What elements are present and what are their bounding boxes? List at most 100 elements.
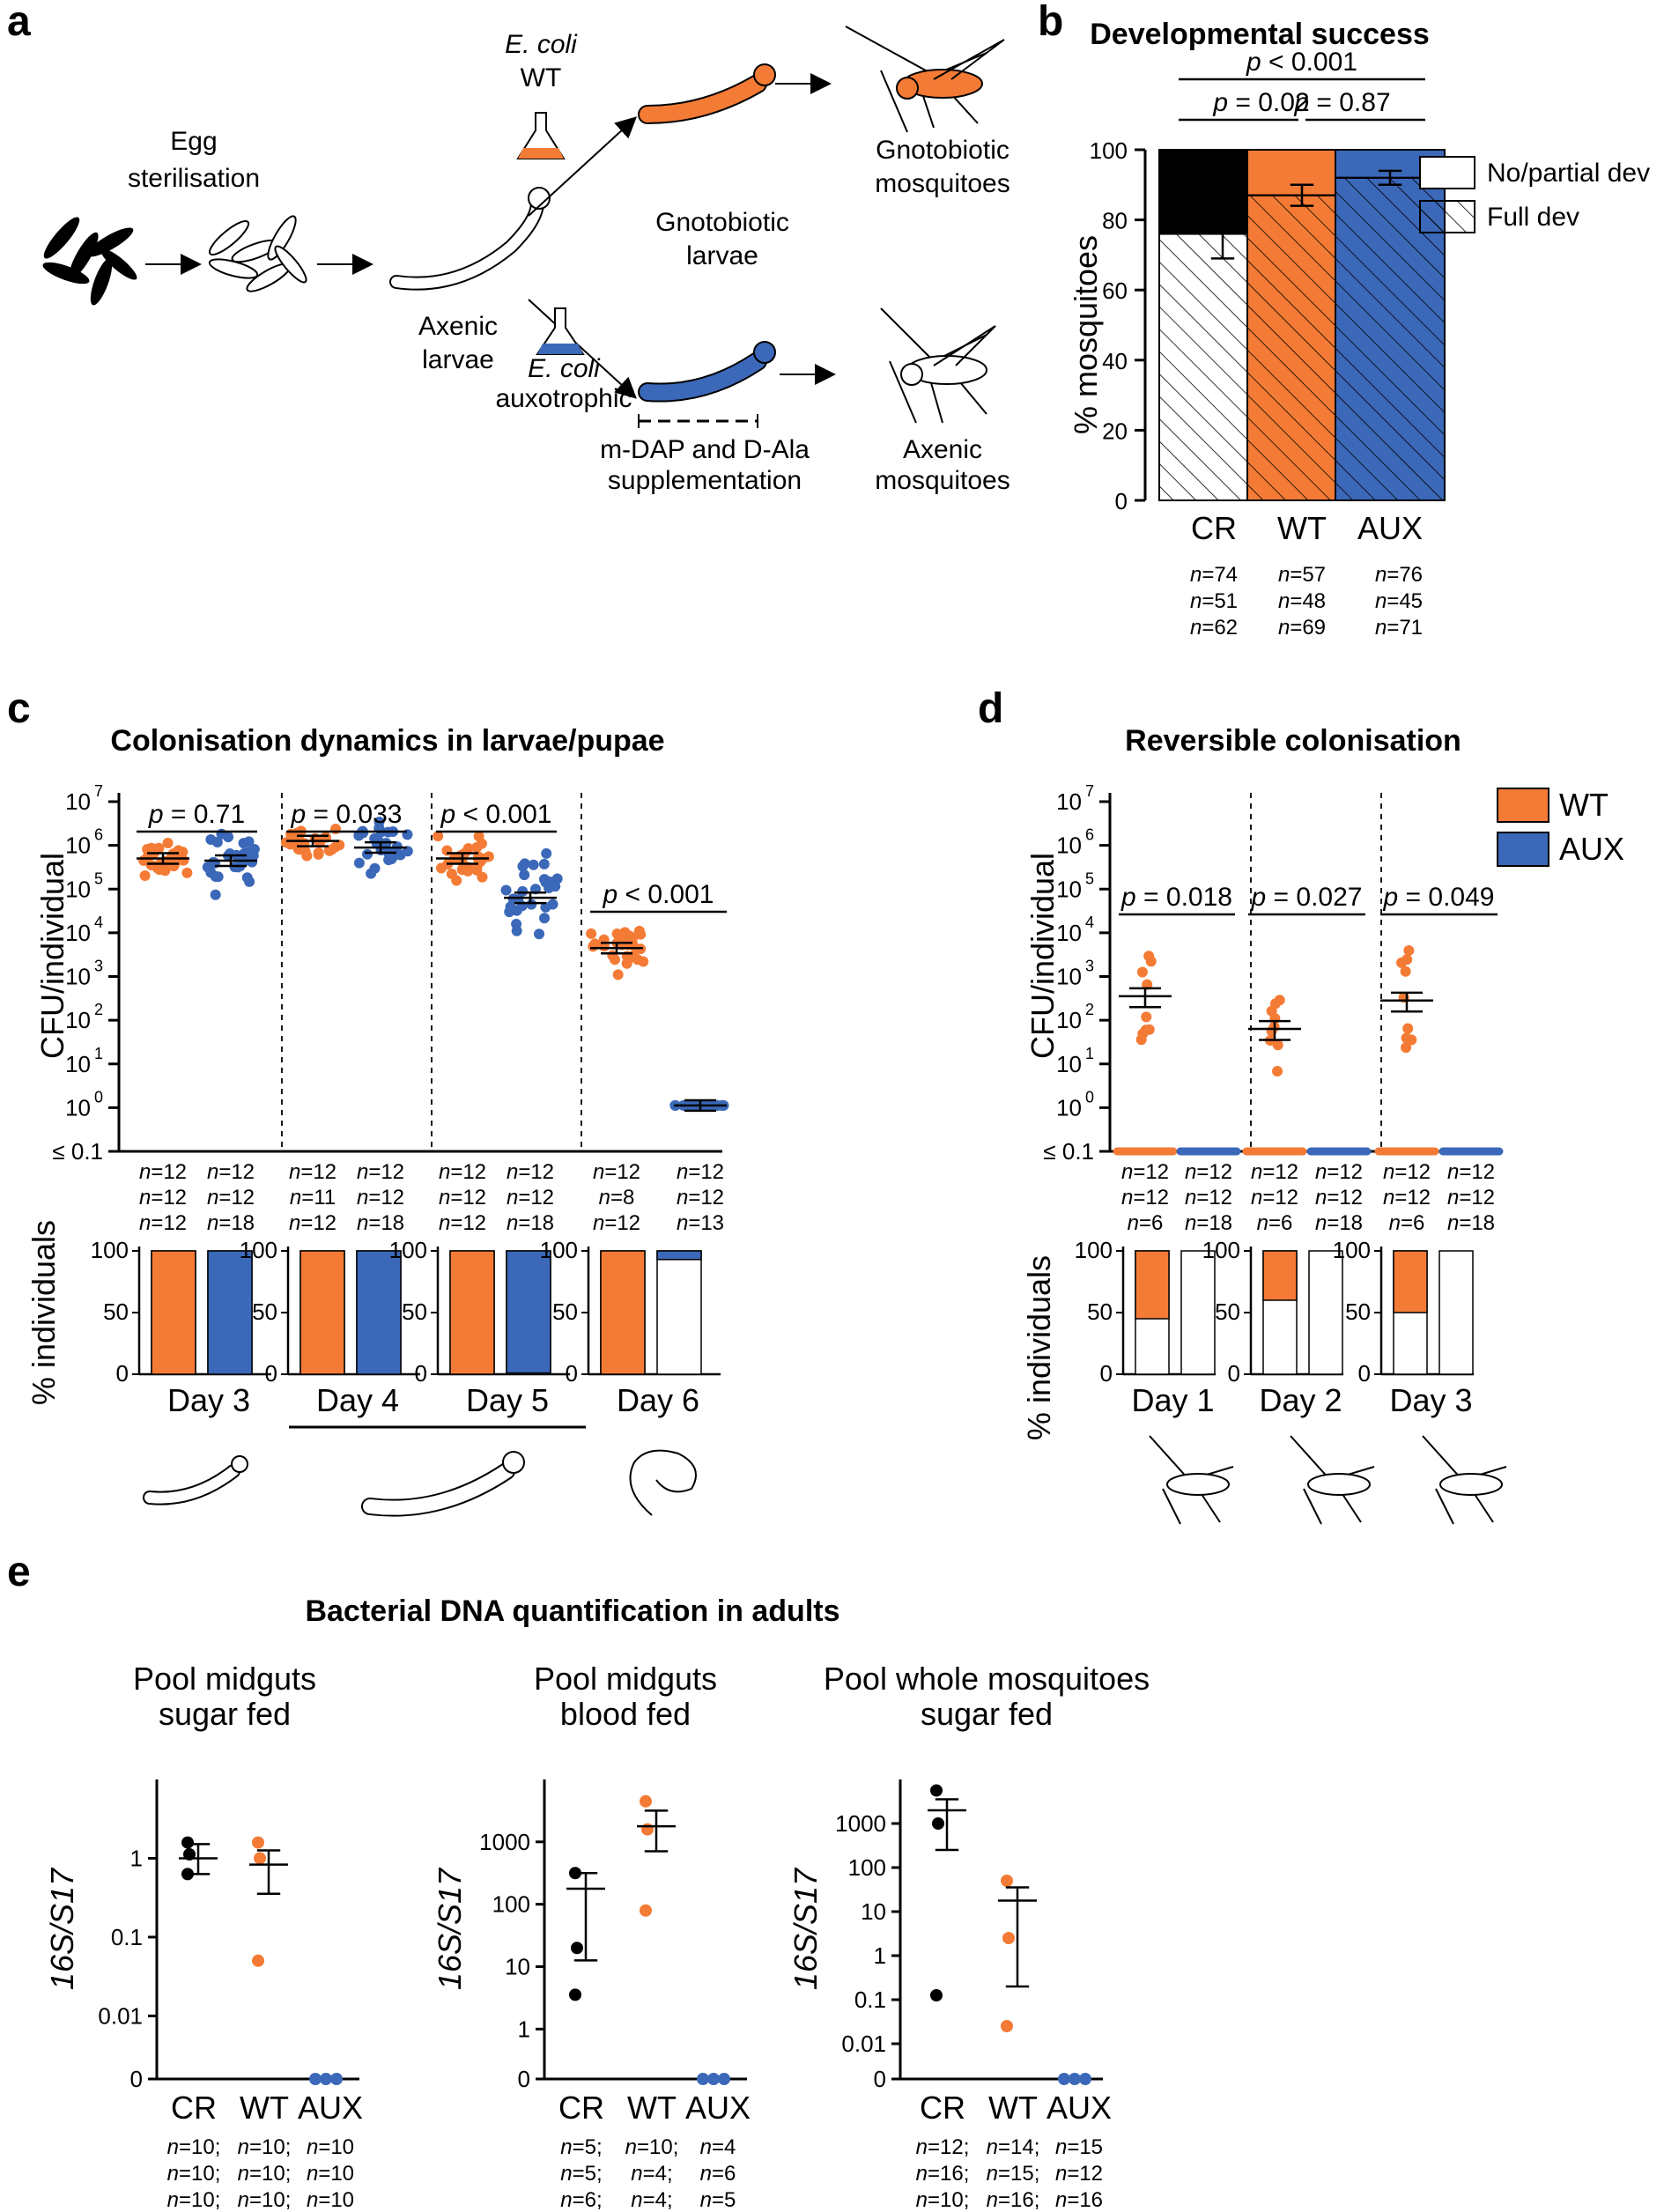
legend-swatch-full-dev xyxy=(1419,200,1475,233)
d-point-wt xyxy=(1403,944,1415,956)
d-ytick-label: 10 xyxy=(1056,920,1082,946)
c-point-wt xyxy=(628,950,640,961)
small-larva-illustration xyxy=(143,1455,248,1505)
d-n-label: n=12 xyxy=(1251,1186,1298,1210)
c-point-wt xyxy=(586,928,597,939)
panel-e-point-aux xyxy=(309,2073,322,2085)
d-ytick-exponent: 6 xyxy=(1085,826,1094,844)
c-n-label: n=18 xyxy=(207,1211,255,1235)
panel-e-n-label: n=14; xyxy=(987,2135,1040,2159)
panel-e-x-label-aux: AUX xyxy=(685,2090,751,2126)
c-n-label: n=12 xyxy=(207,1160,255,1184)
panel-e-n-label: n=6; xyxy=(560,2188,602,2212)
panel-e-n-label: n=10 xyxy=(307,2162,354,2186)
panel-e-n-label: n=4; xyxy=(631,2162,672,2186)
c-point-aux xyxy=(540,901,551,913)
d-n-label: n=12 xyxy=(1447,1160,1495,1184)
c-pct-tick-label: 100 xyxy=(389,1237,427,1263)
panel-e-n-label: n=10; xyxy=(167,2162,221,2186)
gnotobiotic-mosquitoes-label-1: Gnotobiotic xyxy=(876,136,1009,165)
d-pct-bar-uncolonised-aux xyxy=(1180,1250,1216,1375)
panel-b-title: Developmental success xyxy=(1090,18,1430,51)
axenic-mosquito-illustration xyxy=(880,307,996,424)
c-point-wt xyxy=(588,941,599,952)
panel-e-n-label: n=16; xyxy=(987,2188,1040,2212)
c-n-label: n=12 xyxy=(593,1211,640,1235)
panel-e-n-label: n=16 xyxy=(1055,2188,1103,2212)
panel-e-point-aux xyxy=(330,2073,343,2085)
pvalue-label-1: p = 0.02 xyxy=(1212,88,1309,117)
panel-e-ytick-label: 100 xyxy=(492,1891,530,1918)
panel-e-point-aux xyxy=(1058,2073,1070,2085)
gnotobiotic-larvae-label-2: larvae xyxy=(686,241,758,270)
c-point-wt xyxy=(638,956,649,967)
c-pct-tick-label: 50 xyxy=(552,1298,578,1325)
d-n-label: n=12 xyxy=(1251,1160,1298,1184)
panel-e-subtitle-1: Pool midguts xyxy=(133,1661,316,1697)
wt-label: WT xyxy=(521,63,562,92)
panel-c-percent-bars: 0 50 100 Day 3 0 50 100 Day 4 0 50 100 Day 5 0 50 100 D… xyxy=(91,1237,721,1418)
c-pct-bar-colonised-wt xyxy=(600,1250,646,1375)
c-ytick-exponent: 1 xyxy=(94,1045,103,1062)
d-pct-tick-label: 50 xyxy=(1215,1298,1240,1325)
d-ytick-label: 10 xyxy=(1056,1007,1082,1033)
gnotobiotic-larva-illustration xyxy=(638,63,776,124)
c-point-wt xyxy=(635,928,647,940)
c-pct-tick-label: 0 xyxy=(566,1360,578,1387)
c-ytick-exponent: 7 xyxy=(94,782,103,800)
panel-e-point-wt xyxy=(641,1823,654,1836)
c-pct-tick-label: 100 xyxy=(240,1237,277,1263)
d-pct-bar-colonised-wt xyxy=(1393,1250,1428,1313)
panel-e-n-label: n=5; xyxy=(560,2135,602,2159)
panel-e-x-label-aux: AUX xyxy=(1046,2090,1112,2126)
d-n-label: n=12 xyxy=(1447,1186,1495,1210)
c-point-wt xyxy=(326,844,337,855)
d-n-label: n=12 xyxy=(1315,1160,1363,1184)
d-pvalue-label: p = 0.027 xyxy=(1251,883,1363,912)
x-label-cr: CR xyxy=(1191,510,1237,546)
c-point-wt xyxy=(152,862,164,874)
c-ytick-exponent: 0 xyxy=(94,1088,103,1106)
panel-e-point-wt xyxy=(1001,2020,1013,2032)
c-pvalue-label: p < 0.001 xyxy=(440,800,552,829)
panel-letter-e: e xyxy=(7,1549,31,1595)
panel-b-y-ticks: 0 20 40 60 80 100 xyxy=(1090,137,1145,514)
panel-e-ytick-label: 0 xyxy=(874,2066,886,2092)
panel-e-ytick-label: 10 xyxy=(861,1898,886,1925)
d-ytick-label: ≤ 0.1 xyxy=(1043,1138,1094,1165)
arrow-to-wt xyxy=(528,116,637,217)
panel-e-n-label: n=4 xyxy=(700,2135,736,2159)
panel-e-n-label: n=10; xyxy=(238,2135,292,2159)
d-point-wt xyxy=(1400,965,1411,977)
x-label-aux: AUX xyxy=(1357,510,1423,546)
c-point-aux xyxy=(519,869,530,881)
c-ytick-label: 10 xyxy=(65,1051,91,1077)
n-label: n=62 xyxy=(1190,616,1238,640)
d-n-label: n=6 xyxy=(1257,1211,1293,1235)
arrow-to-aux xyxy=(528,299,637,399)
c-point-wt xyxy=(627,932,639,943)
d-point-wt xyxy=(1402,1023,1414,1034)
aux-larva-illustration xyxy=(638,341,776,403)
panel-e-ytick-label: 100 xyxy=(848,1854,886,1881)
c-point-wt xyxy=(612,969,624,980)
d-n-label: n=18 xyxy=(1447,1211,1495,1235)
panel-e-subtitle-2: blood fed xyxy=(560,1696,691,1732)
panel-e-n-label: n=15 xyxy=(1055,2135,1103,2159)
d-n-label: n=6 xyxy=(1128,1211,1164,1235)
d-ytick-label: 10 xyxy=(1056,1094,1082,1121)
panel-c-points xyxy=(137,816,729,1113)
panel-e-ytick-label: 10 xyxy=(505,1954,530,1980)
d-point-wt xyxy=(1143,1024,1155,1035)
panel-e-ylabel: 16S/S17 xyxy=(44,1867,80,1990)
panel-e-n-label: n=5; xyxy=(560,2162,602,2186)
d-n-label: n=12 xyxy=(1383,1160,1431,1184)
d-point-wt xyxy=(1401,1042,1412,1054)
panel-b-significance: p < 0.001 p = 0.02p = 0.87 xyxy=(1179,48,1425,122)
c-n-label: n=12 xyxy=(139,1211,187,1235)
panel-e-ytick-label: 1000 xyxy=(479,1829,530,1855)
panel-e-n-label: n=10; xyxy=(625,2135,679,2159)
